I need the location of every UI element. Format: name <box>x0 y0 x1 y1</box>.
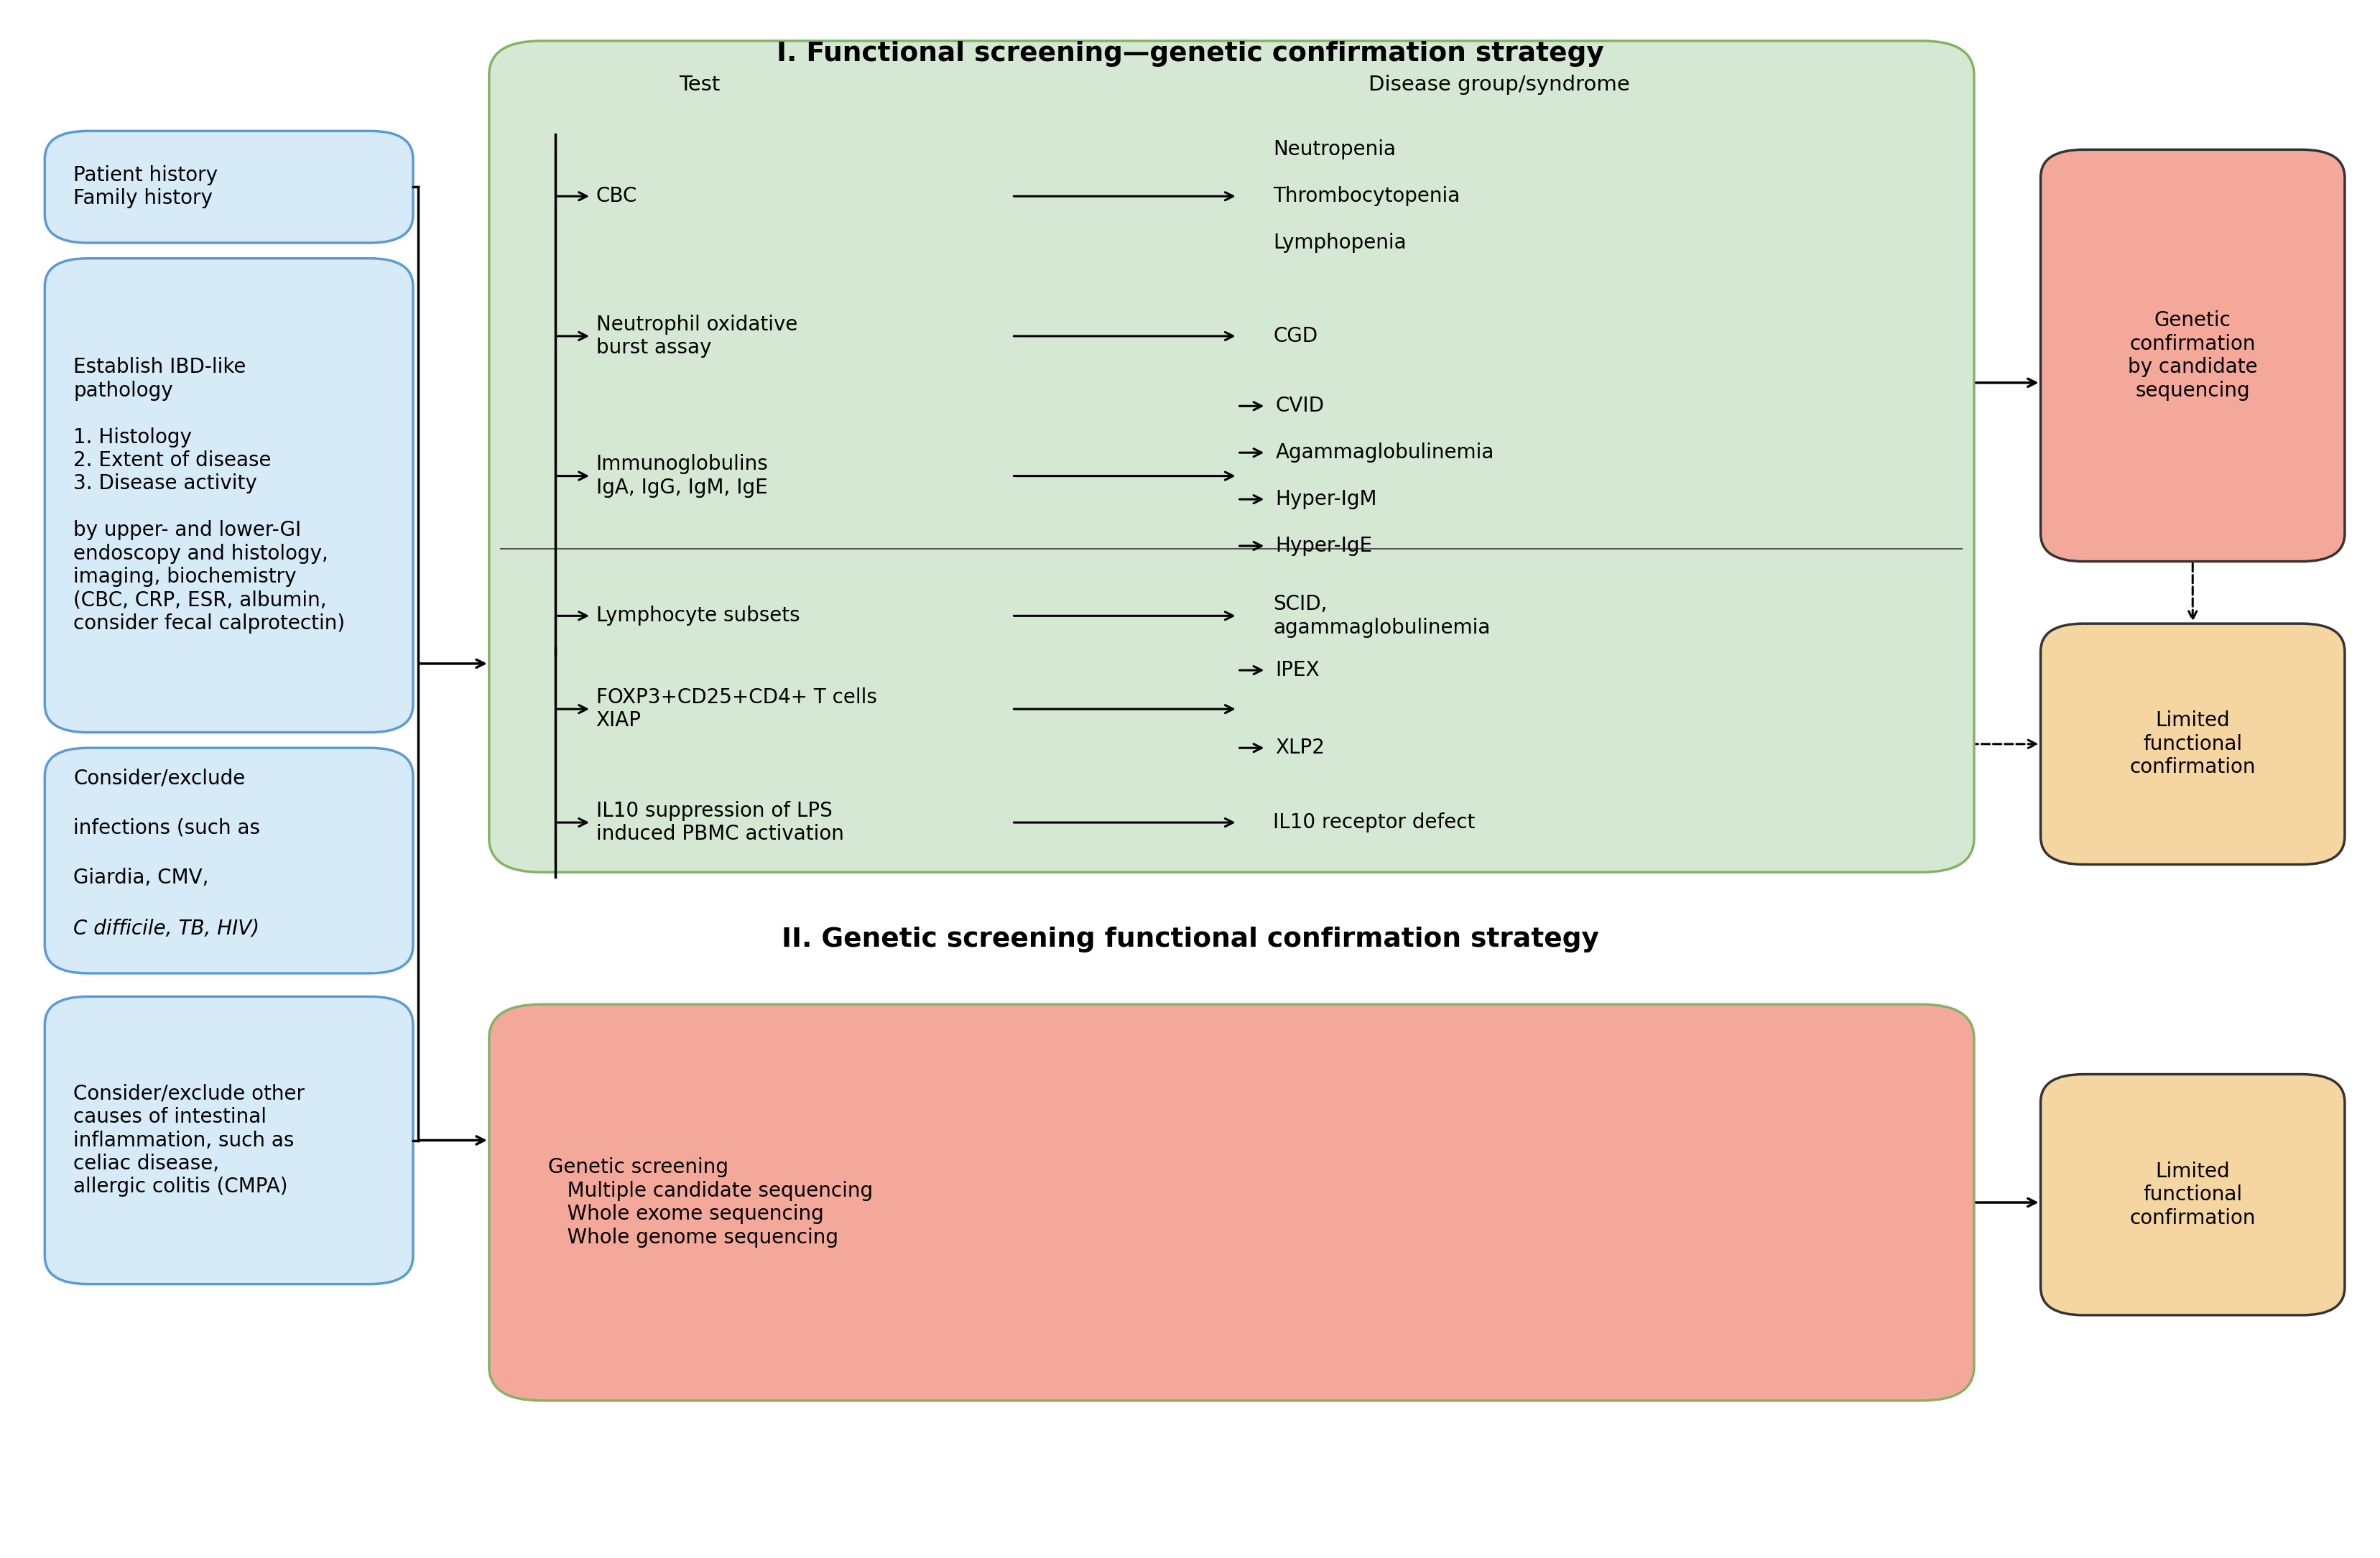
Text: Lymphopenia: Lymphopenia <box>1273 232 1407 252</box>
Text: XLP2: XLP2 <box>1276 738 1326 759</box>
FancyBboxPatch shape <box>45 748 414 974</box>
Text: Agammaglobulinemia: Agammaglobulinemia <box>1276 442 1495 463</box>
Text: Disease group/syndrome: Disease group/syndrome <box>1368 75 1630 95</box>
Text: infections (such as: infections (such as <box>74 818 259 838</box>
Text: IL10 receptor defect: IL10 receptor defect <box>1273 812 1476 832</box>
Text: IPEX: IPEX <box>1276 661 1321 681</box>
FancyBboxPatch shape <box>45 131 414 243</box>
Text: CVID: CVID <box>1276 396 1323 416</box>
Text: Consider/exclude: Consider/exclude <box>74 768 245 788</box>
Text: I. Functional screening—genetic confirmation strategy: I. Functional screening—genetic confirma… <box>776 41 1604 67</box>
Text: IL10 suppression of LPS
induced PBMC activation: IL10 suppression of LPS induced PBMC act… <box>595 801 845 844</box>
Text: Lymphocyte subsets: Lymphocyte subsets <box>595 606 800 626</box>
Text: Limited
functional
confirmation: Limited functional confirmation <box>2130 710 2256 777</box>
Text: Consider/exclude other
causes of intestinal
inflammation, such as
celiac disease: Consider/exclude other causes of intesti… <box>74 1084 305 1197</box>
Text: Test: Test <box>678 75 721 95</box>
Text: Limited
functional
confirmation: Limited functional confirmation <box>2130 1161 2256 1228</box>
Text: Immunoglobulins
IgA, IgG, IgM, IgE: Immunoglobulins IgA, IgG, IgM, IgE <box>595 455 769 497</box>
FancyBboxPatch shape <box>2040 1075 2344 1315</box>
Text: Genetic screening
   Multiple candidate sequencing
   Whole exome sequencing
   : Genetic screening Multiple candidate seq… <box>547 1158 873 1248</box>
FancyBboxPatch shape <box>2040 623 2344 865</box>
Text: Hyper-IgM: Hyper-IgM <box>1276 489 1378 509</box>
FancyBboxPatch shape <box>2040 150 2344 561</box>
Text: Patient history
Family history: Patient history Family history <box>74 165 217 209</box>
Text: Neutropenia: Neutropenia <box>1273 140 1397 159</box>
FancyBboxPatch shape <box>488 1005 1973 1401</box>
Text: SCID,
agammaglobulinemia: SCID, agammaglobulinemia <box>1273 594 1490 637</box>
Text: Hyper-IgE: Hyper-IgE <box>1276 536 1373 556</box>
Text: Giardia, CMV,: Giardia, CMV, <box>74 868 209 888</box>
Text: FOXP3+CD25+CD4+ T cells
XIAP: FOXP3+CD25+CD4+ T cells XIAP <box>595 687 876 731</box>
Text: CGD: CGD <box>1273 326 1319 346</box>
Text: CBC: CBC <box>595 187 638 206</box>
Text: Thrombocytopenia: Thrombocytopenia <box>1273 187 1459 206</box>
Text: Neutrophil oxidative
burst assay: Neutrophil oxidative burst assay <box>595 315 797 358</box>
FancyBboxPatch shape <box>488 41 1973 872</box>
FancyBboxPatch shape <box>45 997 414 1284</box>
Text: II. Genetic screening functional confirmation strategy: II. Genetic screening functional confirm… <box>781 927 1599 952</box>
Text: Genetic
confirmation
by candidate
sequencing: Genetic confirmation by candidate sequen… <box>2128 310 2259 400</box>
Text: Establish IBD-like
pathology

1. Histology
2. Extent of disease
3. Disease activ: Establish IBD-like pathology 1. Histolog… <box>74 357 345 634</box>
Text: C difficile, TB, HIV): C difficile, TB, HIV) <box>74 918 259 938</box>
FancyBboxPatch shape <box>45 259 414 732</box>
